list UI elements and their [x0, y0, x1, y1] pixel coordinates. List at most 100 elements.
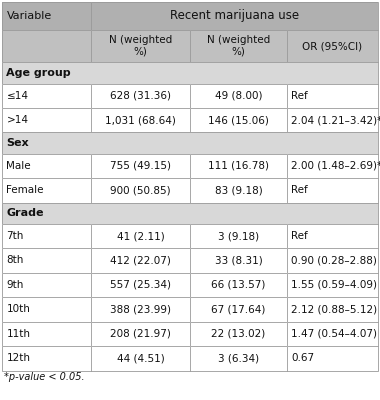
Bar [91, 2, 378, 30]
Bar [2, 202, 378, 224]
Bar [190, 273, 287, 297]
Bar [2, 297, 91, 322]
Text: 0.67: 0.67 [291, 353, 315, 363]
Bar [190, 154, 287, 178]
Bar [2, 108, 91, 132]
Text: Sex: Sex [6, 138, 29, 148]
Bar [91, 297, 190, 322]
Bar [190, 108, 287, 132]
Bar [91, 224, 190, 248]
Text: >14: >14 [6, 115, 28, 125]
Bar [287, 346, 378, 370]
Bar [287, 297, 378, 322]
Bar [2, 132, 378, 154]
Bar [287, 178, 378, 202]
Text: 3 (6.34): 3 (6.34) [218, 353, 259, 363]
Bar [287, 248, 378, 273]
Bar [287, 297, 378, 322]
Bar [2, 248, 91, 273]
Text: 755 (49.15): 755 (49.15) [110, 161, 171, 171]
Bar [2, 30, 91, 62]
Text: 900 (50.85): 900 (50.85) [110, 185, 171, 195]
Text: 0.90 (0.28–2.88): 0.90 (0.28–2.88) [291, 256, 377, 266]
Bar [287, 273, 378, 297]
Bar [91, 154, 190, 178]
Bar [91, 273, 190, 297]
Text: *p-value < 0.05.: *p-value < 0.05. [4, 372, 84, 382]
Text: N (weighted
%): N (weighted %) [207, 35, 270, 57]
Bar [2, 248, 91, 273]
Bar [2, 84, 91, 108]
Bar [91, 322, 190, 346]
Bar [91, 322, 190, 346]
Text: 67 (17.64): 67 (17.64) [211, 304, 266, 314]
Text: 388 (23.99): 388 (23.99) [110, 304, 171, 314]
Text: 41 (2.11): 41 (2.11) [117, 231, 165, 241]
Bar [91, 30, 190, 62]
Bar [2, 346, 91, 370]
Text: 2.04 (1.21–3.42)*: 2.04 (1.21–3.42)* [291, 115, 380, 125]
Bar [2, 108, 91, 132]
Text: 10th: 10th [6, 304, 30, 314]
Bar [2, 178, 91, 202]
Text: 2.12 (0.88–5.12): 2.12 (0.88–5.12) [291, 304, 378, 314]
Bar [2, 322, 91, 346]
Text: 146 (15.06): 146 (15.06) [208, 115, 269, 125]
Bar [91, 297, 190, 322]
Bar [287, 273, 378, 297]
Text: 412 (22.07): 412 (22.07) [110, 256, 171, 266]
Bar [287, 248, 378, 273]
Text: 1,031 (68.64): 1,031 (68.64) [105, 115, 176, 125]
Bar [91, 154, 190, 178]
Bar [91, 346, 190, 370]
Bar [287, 322, 378, 346]
Bar [91, 248, 190, 273]
Bar [190, 30, 287, 62]
Text: 1.47 (0.54–4.07): 1.47 (0.54–4.07) [291, 329, 377, 339]
Text: ≤14: ≤14 [6, 91, 28, 101]
Bar [190, 346, 287, 370]
Bar [2, 2, 91, 30]
Bar [91, 108, 190, 132]
Bar [2, 84, 91, 108]
Text: Grade: Grade [6, 208, 44, 218]
Bar [2, 132, 378, 154]
Text: OR (95%CI): OR (95%CI) [302, 41, 363, 51]
Text: 3 (9.18): 3 (9.18) [218, 231, 259, 241]
Bar [287, 84, 378, 108]
Bar [190, 154, 287, 178]
Bar [2, 297, 91, 322]
Text: 2.00 (1.48–2.69)*: 2.00 (1.48–2.69)* [291, 161, 380, 171]
Bar [2, 62, 378, 84]
Bar [287, 224, 378, 248]
Bar [287, 154, 378, 178]
Bar [190, 322, 287, 346]
Text: 66 (13.57): 66 (13.57) [211, 280, 266, 290]
Bar [2, 224, 91, 248]
Text: Recent marijuana use: Recent marijuana use [170, 9, 299, 22]
Text: 8th: 8th [6, 256, 24, 266]
Bar [91, 178, 190, 202]
Bar [287, 108, 378, 132]
Text: 44 (4.51): 44 (4.51) [117, 353, 165, 363]
Bar [287, 30, 378, 62]
Bar [287, 322, 378, 346]
Text: 557 (25.34): 557 (25.34) [110, 280, 171, 290]
Text: Ref: Ref [291, 231, 308, 241]
Text: Ref: Ref [291, 185, 308, 195]
Bar [190, 273, 287, 297]
Bar [190, 297, 287, 322]
Text: 7th: 7th [6, 231, 24, 241]
Text: 33 (8.31): 33 (8.31) [215, 256, 262, 266]
Bar [190, 322, 287, 346]
Text: 111 (16.78): 111 (16.78) [208, 161, 269, 171]
Text: 49 (8.00): 49 (8.00) [215, 91, 262, 101]
Text: Age group: Age group [6, 68, 71, 78]
Bar [190, 346, 287, 370]
Text: 1.55 (0.59–4.09): 1.55 (0.59–4.09) [291, 280, 377, 290]
Bar [91, 84, 190, 108]
Bar [91, 248, 190, 273]
Bar [190, 108, 287, 132]
Bar [2, 346, 91, 370]
Text: Ref: Ref [291, 91, 308, 101]
